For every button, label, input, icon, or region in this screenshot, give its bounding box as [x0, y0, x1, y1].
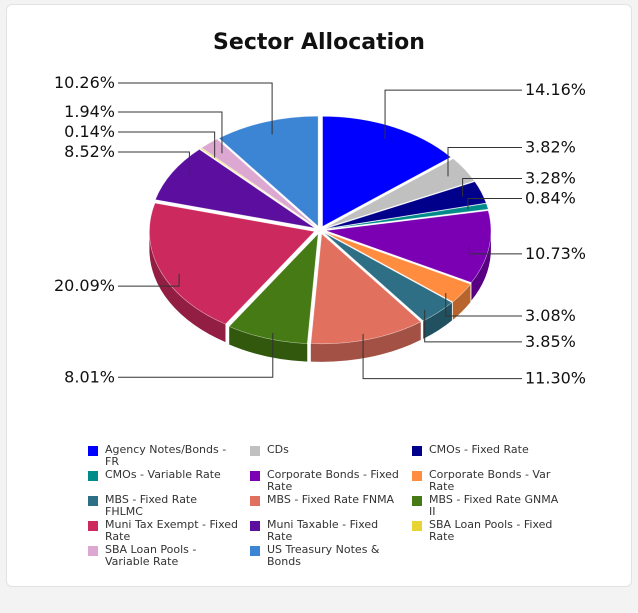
legend-item[interactable]: CMOs - Fixed Rate	[412, 444, 562, 456]
pie-slice-side	[423, 302, 452, 339]
pie-slice[interactable]	[325, 203, 489, 230]
legend-item[interactable]: Corporate Bonds - Var Rate	[412, 469, 562, 493]
data-label: 0.14%	[64, 122, 115, 141]
legend-label: Corporate Bonds - Fixed Rate	[267, 468, 399, 493]
data-label: 3.28%	[525, 169, 576, 188]
leader-line	[467, 198, 522, 210]
data-label: 1.94%	[64, 102, 115, 121]
legend-swatch	[250, 446, 260, 456]
pie-slice[interactable]	[310, 233, 422, 345]
legend-label: MBS - Fixed Rate GNMA II	[429, 493, 559, 518]
legend-item[interactable]: CDs	[250, 444, 400, 456]
chart-title: Sector Allocation	[213, 30, 425, 55]
leader-line	[118, 151, 190, 180]
pie-slice-side	[310, 321, 421, 362]
leader-line	[118, 273, 180, 287]
leader-line	[384, 89, 522, 139]
pie-slice[interactable]	[149, 202, 316, 325]
pie-slice[interactable]	[322, 116, 452, 227]
legend-item[interactable]: Muni Tax Exempt - Fixed Rate	[88, 519, 238, 543]
legend-label: Agency Notes/Bonds - FR	[105, 443, 227, 468]
pie-slice[interactable]	[325, 181, 487, 229]
data-label: 0.84%	[525, 189, 576, 208]
legend-item[interactable]: Corporate Bonds - Fixed Rate	[250, 469, 400, 493]
legend-swatch	[88, 496, 98, 506]
legend-label: SBA Loan Pools - Fixed Rate	[429, 518, 553, 543]
legend-label: CMOs - Variable Rate	[105, 468, 221, 481]
pie-labels: 14.16% 3.82% 3.28%0.84% 10.73% 3.08% 3.85% 11.…	[54, 73, 586, 388]
legend-label: Corporate Bonds - Var Rate	[429, 468, 551, 493]
leader-line	[424, 309, 522, 343]
pie-slice-side	[452, 284, 471, 320]
pie-slice[interactable]	[154, 149, 315, 229]
legend-swatch	[88, 446, 98, 456]
legend-label: MBS - Fixed Rate FNMA	[267, 493, 395, 506]
legend-swatch	[412, 521, 422, 531]
legend-swatch	[250, 546, 260, 556]
leader-line	[118, 332, 274, 378]
legend-swatch	[88, 521, 98, 531]
pie-slice[interactable]	[324, 231, 471, 303]
legend-item[interactable]: MBS - Fixed Rate FNMA	[250, 494, 400, 506]
pie-sides	[149, 230, 491, 362]
pie-slice-side	[471, 230, 491, 301]
legend-label: Muni Tax Exempt - Fixed Rate	[105, 518, 238, 543]
pie-slice[interactable]	[228, 232, 319, 344]
pie-slice-side	[149, 231, 226, 343]
legend-swatch	[250, 496, 260, 506]
legend-label: SBA Loan Pools - Variable Rate	[105, 543, 197, 568]
leader-line	[462, 178, 522, 197]
pie-slice-side	[229, 326, 308, 362]
pie-slice[interactable]	[201, 138, 317, 228]
legend-label: CMOs - Fixed Rate	[429, 443, 529, 456]
leader-line	[362, 333, 522, 380]
legend-item[interactable]: MBS - Fixed Rate FHLMC	[88, 494, 238, 518]
data-label: 3.82%	[525, 137, 576, 156]
legend-swatch	[250, 471, 260, 481]
data-label: 10.26%	[54, 73, 115, 92]
legend-label: CDs	[267, 443, 289, 456]
leader-line	[118, 82, 273, 135]
leader-line	[468, 245, 522, 255]
leader-line	[118, 131, 216, 158]
leader-line	[118, 111, 223, 154]
pie-slice[interactable]	[325, 210, 492, 283]
legend-swatch	[88, 546, 98, 556]
data-label: 8.52%	[64, 142, 115, 161]
data-label: 20.09%	[54, 276, 115, 295]
pie-slice[interactable]	[199, 147, 316, 228]
pie-slice[interactable]	[324, 158, 475, 229]
legend-item[interactable]: MBS - Fixed Rate GNMA II	[412, 494, 562, 518]
pie-tops	[149, 115, 492, 345]
legend-swatch	[412, 446, 422, 456]
data-label: 10.73%	[525, 244, 586, 263]
legend-item[interactable]: US Treasury Notes & Bonds	[250, 544, 400, 568]
legend-swatch	[250, 521, 260, 531]
legend-label: US Treasury Notes & Bonds	[267, 543, 380, 568]
data-label: 8.01%	[64, 367, 115, 386]
legend-item[interactable]: SBA Loan Pools - Variable Rate	[88, 544, 238, 568]
legend-label: MBS - Fixed Rate FHLMC	[105, 493, 198, 518]
legend-item[interactable]: Agency Notes/Bonds - FR	[88, 444, 238, 468]
data-label: 11.30%	[525, 369, 586, 388]
pie-slice[interactable]	[323, 232, 453, 322]
legend-swatch	[412, 496, 422, 506]
leader-line	[447, 146, 522, 177]
legend-swatch	[412, 471, 422, 481]
legend-item[interactable]: SBA Loan Pools - Fixed Rate	[412, 519, 562, 543]
data-label: 14.16%	[525, 80, 586, 99]
legend-label: Muni Taxable - Fixed Rate	[267, 518, 379, 543]
data-label: 3.85%	[525, 332, 576, 351]
leader-line	[445, 293, 522, 317]
data-label: 3.08%	[525, 306, 576, 325]
legend-item[interactable]: Muni Taxable - Fixed Rate	[250, 519, 400, 543]
legend-item[interactable]: CMOs - Variable Rate	[88, 469, 238, 481]
legend-swatch	[88, 471, 98, 481]
